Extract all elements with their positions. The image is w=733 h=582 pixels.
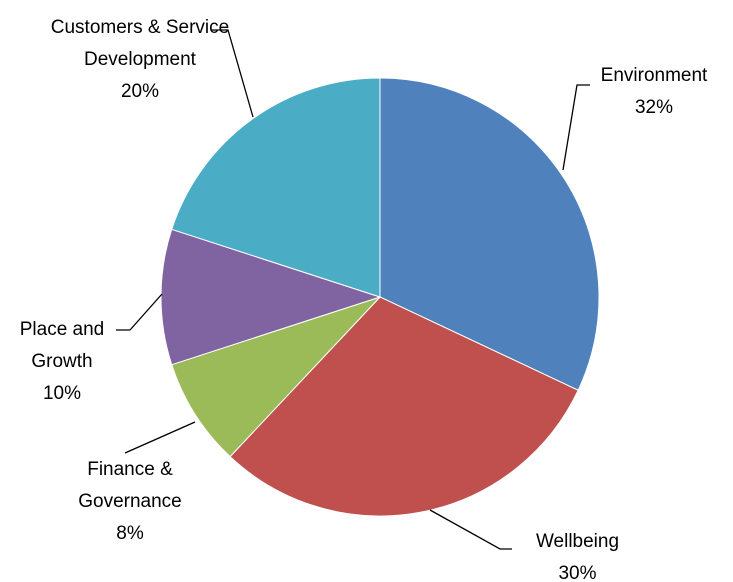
pie-slice (160, 228, 382, 366)
slice-label: Environment 32% (584, 60, 724, 124)
value-label: 30% (558, 563, 597, 582)
value-label: 8% (116, 523, 144, 544)
category-label: Finance & Governance (78, 459, 182, 512)
pie-slice (229, 296, 579, 517)
pie-slice (171, 77, 381, 298)
slice-label: Finance & Governance 8% (50, 454, 210, 550)
category-label: Customers & Service Development (50, 17, 230, 70)
slice-label: Place and Growth 10% (0, 314, 124, 410)
category-label: Environment (600, 65, 708, 86)
leader-line (212, 29, 254, 118)
leader-line (124, 421, 196, 454)
pie-slice (379, 77, 600, 391)
leader-line (116, 293, 163, 331)
category-label: Place and Growth (19, 319, 105, 372)
pie-slice (171, 296, 381, 458)
slice-label: Customers & Service Development 20% (40, 12, 240, 108)
value-label: 20% (120, 81, 160, 102)
value-label: 32% (634, 97, 674, 118)
category-label: Wellbeing (535, 531, 620, 552)
leader-line (429, 509, 512, 550)
leader-line (562, 84, 590, 171)
value-label: 10% (42, 383, 82, 404)
slice-label: Wellbeing 30% (505, 526, 650, 582)
